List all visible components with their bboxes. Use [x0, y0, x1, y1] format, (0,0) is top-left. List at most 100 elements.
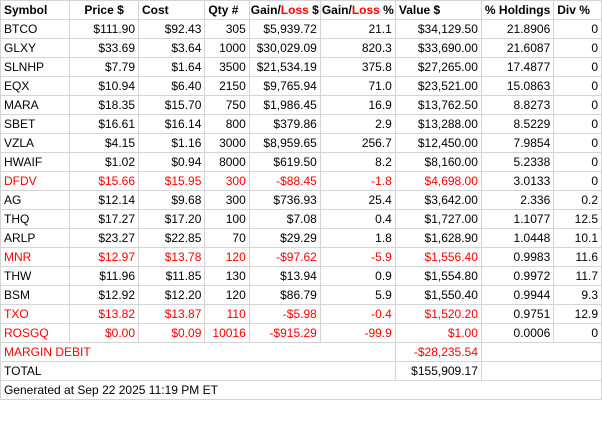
cell-symbol[interactable]: SLNHP [0, 57, 71, 77]
cell-holdings[interactable]: 0.9983 [480, 247, 555, 267]
cell-div[interactable]: 11.6 [553, 247, 602, 267]
cell-cost[interactable]: $0.94 [138, 152, 206, 172]
col-header-cost[interactable]: Cost [138, 0, 206, 20]
cell-holdings[interactable]: 17.4877 [480, 57, 555, 77]
cell-symbol[interactable]: ROSGQ [0, 323, 71, 343]
cell-price[interactable]: $18.35 [69, 95, 140, 115]
cell-cost[interactable]: $22.85 [138, 228, 206, 248]
cell-div[interactable]: 0 [553, 152, 602, 172]
cell-cost[interactable]: $12.20 [138, 285, 206, 305]
cell-holdings[interactable]: 21.8906 [480, 19, 555, 39]
cell-cost[interactable]: $3.64 [138, 38, 206, 58]
cell-qty[interactable]: 10016 [204, 323, 250, 343]
cell-holdings[interactable]: 1.0448 [480, 228, 555, 248]
cell-gain[interactable]: $13.94 [248, 266, 321, 286]
margin-debit-label[interactable]: MARGIN DEBIT [0, 342, 396, 362]
cell-div[interactable]: 0.2 [553, 190, 602, 210]
cell-qty[interactable]: 8000 [204, 152, 250, 172]
cell-div[interactable]: 0 [553, 38, 602, 58]
empty-cell[interactable] [480, 342, 602, 362]
cell-value[interactable]: $27,265.00 [394, 57, 482, 77]
cell-value[interactable]: $13,762.50 [394, 95, 482, 115]
cell-cost[interactable]: $17.20 [138, 209, 206, 229]
cell-div[interactable]: 0 [553, 171, 602, 191]
cell-gain-pct[interactable]: -1.8 [319, 171, 396, 191]
cell-cost[interactable]: $13.87 [138, 304, 206, 324]
cell-gain[interactable]: $21,534.19 [248, 57, 321, 77]
cell-value[interactable]: $33,690.00 [394, 38, 482, 58]
cell-symbol[interactable]: ARLP [0, 228, 71, 248]
col-header-holdings[interactable]: % Holdings [480, 0, 555, 20]
cell-holdings[interactable]: 2.336 [480, 190, 555, 210]
cell-gain[interactable]: $379.86 [248, 114, 321, 134]
cell-price[interactable]: $7.79 [69, 57, 140, 77]
cell-value[interactable]: $1,550.40 [394, 285, 482, 305]
cell-price[interactable]: $11.96 [69, 266, 140, 286]
cell-gain-pct[interactable]: 0.4 [319, 209, 396, 229]
cell-gain-pct[interactable]: -5.9 [319, 247, 396, 267]
cell-qty[interactable]: 750 [204, 95, 250, 115]
cell-qty[interactable]: 130 [204, 266, 250, 286]
cell-holdings[interactable]: 0.9751 [480, 304, 555, 324]
cell-qty[interactable]: 2150 [204, 76, 250, 96]
cell-value[interactable]: $1,628.90 [394, 228, 482, 248]
cell-value[interactable]: $34,129.50 [394, 19, 482, 39]
cell-cost[interactable]: $1.16 [138, 133, 206, 153]
cell-symbol[interactable]: THQ [0, 209, 71, 229]
cell-qty[interactable]: 300 [204, 171, 250, 191]
cell-value[interactable]: $4,698.00 [394, 171, 482, 191]
cell-div[interactable]: 0 [553, 19, 602, 39]
cell-div[interactable]: 12.5 [553, 209, 602, 229]
cell-div[interactable]: 0 [553, 114, 602, 134]
col-header-gain[interactable]: Gain/Loss $ [248, 0, 321, 20]
cell-cost[interactable]: $1.64 [138, 57, 206, 77]
cell-gain-pct[interactable]: 2.9 [319, 114, 396, 134]
cell-qty[interactable]: 300 [204, 190, 250, 210]
cell-gain[interactable]: $7.08 [248, 209, 321, 229]
cell-gain[interactable]: $29.29 [248, 228, 321, 248]
cell-value[interactable]: $1,554.80 [394, 266, 482, 286]
cell-div[interactable]: 12.9 [553, 304, 602, 324]
cell-symbol[interactable]: VZLA [0, 133, 71, 153]
cell-value[interactable]: $1,556.40 [394, 247, 482, 267]
cell-gain[interactable]: $8,959.65 [248, 133, 321, 153]
cell-holdings[interactable]: 21.6087 [480, 38, 555, 58]
cell-gain[interactable]: -$915.29 [248, 323, 321, 343]
cell-cost[interactable]: $15.95 [138, 171, 206, 191]
cell-gain-pct[interactable]: 0.9 [319, 266, 396, 286]
cell-price[interactable]: $17.27 [69, 209, 140, 229]
cell-price[interactable]: $1.02 [69, 152, 140, 172]
generated-timestamp[interactable]: Generated at Sep 22 2025 11:19 PM ET [0, 380, 602, 400]
cell-gain-pct[interactable]: 1.8 [319, 228, 396, 248]
cell-div[interactable]: 11.7 [553, 266, 602, 286]
cell-qty[interactable]: 1000 [204, 38, 250, 58]
cell-holdings[interactable]: 0.9944 [480, 285, 555, 305]
cell-gain-pct[interactable]: 8.2 [319, 152, 396, 172]
cell-symbol[interactable]: THW [0, 266, 71, 286]
cell-gain[interactable]: $1,986.45 [248, 95, 321, 115]
cell-qty[interactable]: 3500 [204, 57, 250, 77]
col-header-value[interactable]: Value $ [394, 0, 482, 20]
cell-gain[interactable]: $30,029.09 [248, 38, 321, 58]
cell-div[interactable]: 0 [553, 323, 602, 343]
cell-symbol[interactable]: MARA [0, 95, 71, 115]
cell-div[interactable]: 10.1 [553, 228, 602, 248]
cell-symbol[interactable]: BTCO [0, 19, 71, 39]
cell-holdings[interactable]: 0.9972 [480, 266, 555, 286]
cell-holdings[interactable]: 15.0863 [480, 76, 555, 96]
cell-value[interactable]: $12,450.00 [394, 133, 482, 153]
cell-value[interactable]: $23,521.00 [394, 76, 482, 96]
cell-holdings[interactable]: 5.2338 [480, 152, 555, 172]
empty-cell[interactable] [480, 361, 602, 381]
cell-gain[interactable]: $86.79 [248, 285, 321, 305]
cell-value[interactable]: $3,642.00 [394, 190, 482, 210]
cell-cost[interactable]: $0.09 [138, 323, 206, 343]
cell-value[interactable]: $1,727.00 [394, 209, 482, 229]
cell-gain[interactable]: -$88.45 [248, 171, 321, 191]
cell-gain[interactable]: $619.50 [248, 152, 321, 172]
cell-gain[interactable]: -$5.98 [248, 304, 321, 324]
col-header-qty[interactable]: Qty # [204, 0, 250, 20]
cell-holdings[interactable]: 7.9854 [480, 133, 555, 153]
col-header-symbol[interactable]: Symbol [0, 0, 71, 20]
cell-holdings[interactable]: 0.0006 [480, 323, 555, 343]
